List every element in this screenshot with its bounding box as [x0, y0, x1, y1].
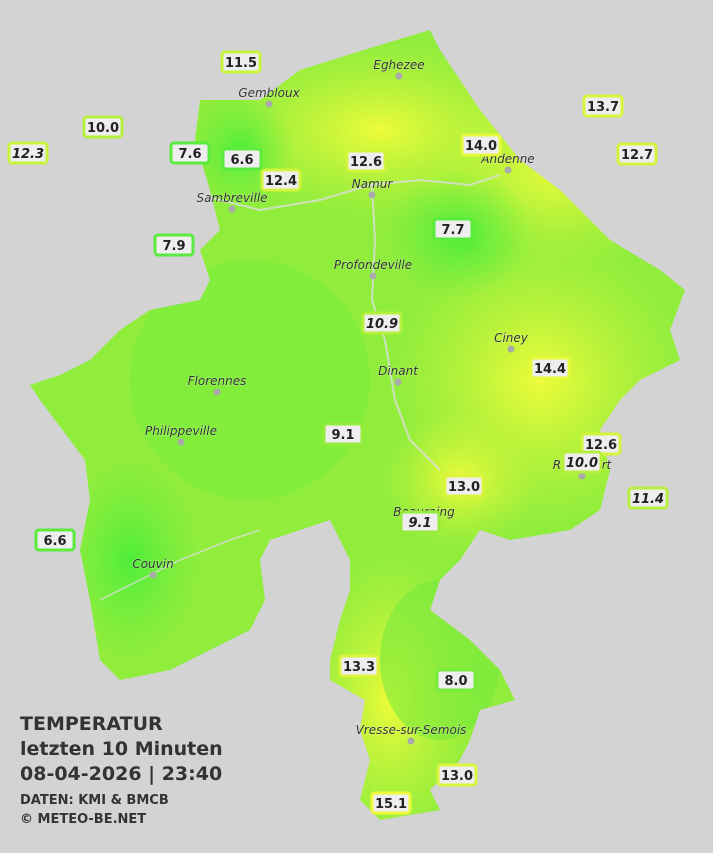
station-box — [153, 233, 195, 257]
city-dot — [394, 378, 402, 386]
station-box — [627, 486, 669, 510]
station-box — [435, 668, 477, 692]
station-value: 10.0 — [87, 121, 119, 136]
station-box — [529, 356, 571, 380]
city-label: Philippeville — [145, 424, 217, 438]
station-value: 6.6 — [43, 534, 66, 549]
station-value: 10.0 — [566, 456, 598, 471]
title-copyright: © METEO-BE.NET — [20, 812, 146, 827]
city-dot — [504, 166, 512, 174]
city-label: Sambreville — [196, 191, 267, 205]
station-box — [399, 510, 441, 534]
city-dot — [368, 191, 376, 199]
city-dot — [369, 272, 377, 280]
station-value: 8.0 — [444, 674, 467, 689]
station-value: 12.4 — [265, 174, 297, 189]
station-value: 11.5 — [225, 56, 257, 71]
station-value: 13.0 — [441, 769, 473, 784]
title-source: DATEN: KMI & BMCB — [20, 793, 169, 808]
city-dot — [149, 571, 157, 579]
station-box — [436, 763, 478, 787]
city-label: Dinant — [378, 364, 419, 378]
station-box — [34, 528, 76, 552]
city-dot — [395, 72, 403, 80]
city-label: Gembloux — [238, 86, 300, 100]
station-box — [322, 422, 364, 446]
station-value: 6.6 — [230, 153, 253, 168]
station-value: 9.1 — [331, 428, 354, 443]
station-value: 10.9 — [366, 317, 398, 332]
city-label: Couvin — [132, 557, 173, 571]
station-box — [7, 141, 49, 165]
station-value: 13.7 — [587, 100, 619, 115]
station-box — [616, 142, 658, 166]
station-box — [82, 115, 124, 139]
city-label: Profondeville — [334, 258, 412, 272]
station-value: 12.6 — [585, 438, 617, 453]
station-box — [370, 791, 412, 815]
station-box — [460, 133, 502, 157]
station-value: 11.4 — [632, 492, 664, 507]
city-label: Eghezee — [373, 58, 424, 72]
station-box — [169, 141, 211, 165]
city-dot — [407, 737, 415, 745]
city-dot — [228, 205, 236, 213]
city-label: Ciney — [494, 331, 529, 345]
title-line3: 08-04-2026 | 23:40 — [20, 763, 222, 785]
station-box — [220, 50, 262, 74]
station-box — [221, 147, 263, 171]
city-dot — [507, 345, 515, 353]
title-line2: letzten 10 Minuten — [20, 738, 223, 760]
city-label: Vresse-sur-Semois — [356, 723, 467, 737]
city-dot — [213, 388, 221, 396]
title-line1: TEMPERATUR — [20, 713, 163, 735]
station-value: 12.6 — [350, 155, 382, 170]
station-value: 12.7 — [621, 148, 653, 163]
station-box — [338, 654, 380, 678]
station-box — [361, 311, 403, 335]
city-label: Namur — [352, 177, 394, 191]
station-box — [432, 217, 474, 241]
station-box — [561, 450, 603, 474]
station-box — [345, 149, 387, 173]
station-value: 9.1 — [408, 516, 431, 531]
city-label: Florennes — [188, 374, 247, 388]
station-value: 7.7 — [441, 223, 464, 238]
station-value: 14.0 — [465, 139, 497, 154]
station-value: 7.6 — [178, 147, 201, 162]
station-value: 15.1 — [375, 797, 407, 812]
station-box — [443, 474, 485, 498]
city-dot — [177, 438, 185, 446]
station-value: 12.3 — [12, 147, 44, 162]
station-value: 13.3 — [343, 660, 375, 675]
station-value: 7.9 — [162, 239, 185, 254]
city-dot — [578, 472, 586, 480]
station-box — [582, 94, 624, 118]
station-box — [260, 168, 302, 192]
city-dot — [265, 100, 273, 108]
station-value: 13.0 — [448, 480, 480, 495]
station-value: 14.4 — [534, 362, 566, 377]
